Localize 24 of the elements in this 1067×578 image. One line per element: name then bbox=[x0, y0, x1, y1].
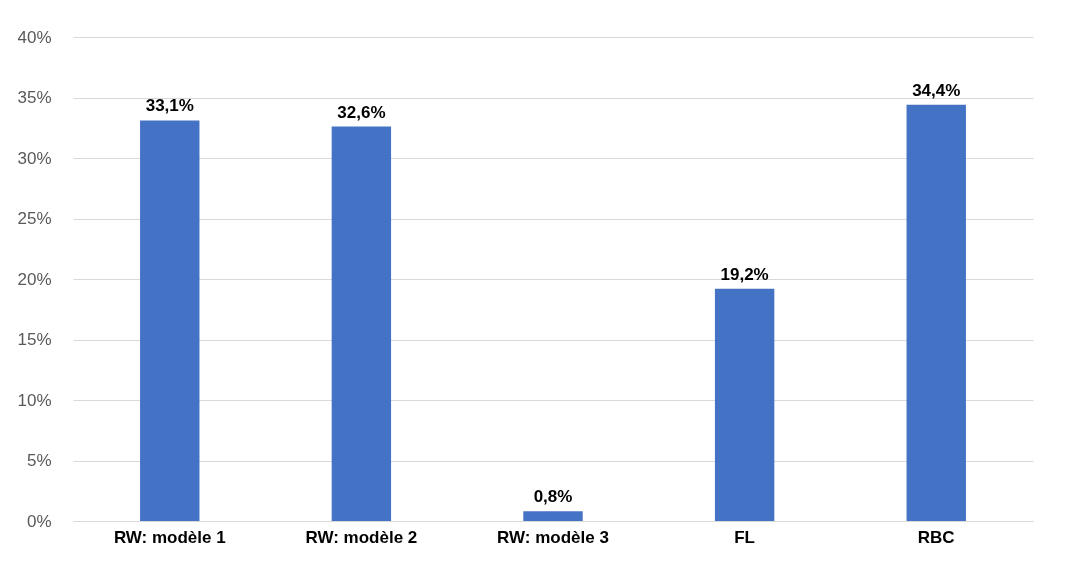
y-tick-label: 5% bbox=[26, 451, 52, 470]
data-label: 34,4% bbox=[912, 80, 961, 100]
bar bbox=[331, 126, 392, 521]
data-label: 32,6% bbox=[337, 102, 386, 122]
bar bbox=[140, 120, 200, 521]
bar bbox=[906, 104, 966, 521]
x-tick-label: RW: modèle 2 bbox=[305, 527, 418, 547]
data-label: 33,1% bbox=[145, 96, 194, 116]
x-tick-label: RBC bbox=[917, 527, 955, 547]
x-tick-label: FL bbox=[734, 527, 756, 547]
y-tick-label: 30% bbox=[17, 148, 52, 168]
y-tick-label: 35% bbox=[17, 88, 52, 107]
y-tick-label: 15% bbox=[17, 330, 52, 349]
bar bbox=[523, 511, 583, 521]
y-tick-label: 20% bbox=[17, 269, 52, 289]
data-label: 19,2% bbox=[720, 264, 769, 284]
bar bbox=[714, 288, 775, 521]
y-tick-label: 25% bbox=[17, 209, 52, 228]
x-tick-label: RW: modèle 3 bbox=[497, 527, 609, 547]
y-tick-label: 10% bbox=[17, 390, 52, 410]
y-tick-label: 40% bbox=[17, 27, 52, 47]
data-label: 0,8% bbox=[533, 487, 573, 507]
y-tick-label: 0% bbox=[26, 511, 52, 531]
x-tick-label: RW: modèle 1 bbox=[113, 527, 226, 547]
